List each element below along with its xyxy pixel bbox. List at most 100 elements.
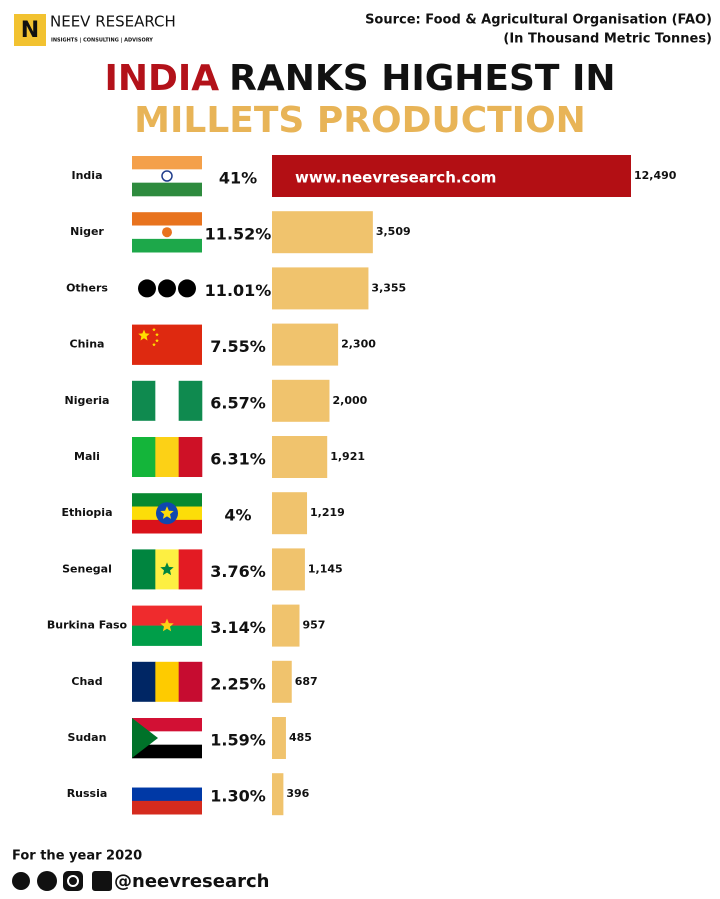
category-label: China bbox=[70, 338, 105, 351]
flag-stripe bbox=[178, 437, 203, 477]
value-label: 12,490 bbox=[634, 169, 677, 182]
bar bbox=[272, 492, 308, 535]
icon-linkedin bbox=[92, 871, 112, 891]
flag-stripe bbox=[132, 437, 156, 477]
flag bbox=[132, 661, 203, 702]
category-label: Burkina Faso bbox=[47, 619, 128, 632]
flag-star bbox=[155, 332, 159, 337]
value-label: 396 bbox=[286, 787, 309, 800]
logo-box bbox=[14, 14, 46, 46]
dot bbox=[158, 279, 176, 298]
bar bbox=[272, 211, 373, 254]
share-label: 3.76% bbox=[210, 562, 266, 581]
share-label: 4% bbox=[224, 506, 251, 525]
flag bbox=[132, 437, 203, 477]
flag-stripe bbox=[132, 625, 202, 646]
flag bbox=[132, 718, 202, 759]
title-highlight: INDIA bbox=[104, 58, 219, 99]
flag-stripe bbox=[155, 437, 179, 477]
category-label: Russia bbox=[67, 787, 108, 800]
share-label: 1.59% bbox=[210, 731, 266, 750]
category-label: Chad bbox=[71, 675, 102, 688]
flag-stripe bbox=[132, 380, 156, 421]
bar bbox=[272, 436, 328, 478]
category-label: Ethiopia bbox=[62, 506, 113, 519]
value-label: 687 bbox=[295, 675, 318, 688]
flag-stripe bbox=[132, 493, 202, 507]
flag-stripe bbox=[155, 380, 179, 421]
flag-star bbox=[138, 329, 150, 341]
logo-letter: N bbox=[21, 18, 39, 43]
value-label: 3,509 bbox=[376, 225, 411, 238]
bar bbox=[272, 323, 339, 366]
flag bbox=[132, 774, 202, 815]
bar bbox=[272, 155, 631, 197]
flag-star bbox=[160, 506, 174, 519]
footer-note: For the year 2020 bbox=[12, 849, 142, 864]
flag bbox=[132, 493, 202, 534]
flag-stripe bbox=[132, 182, 202, 197]
flag-stripe bbox=[132, 156, 202, 170]
source: Source: Food & Agricultural Organisation… bbox=[365, 13, 712, 28]
flag-stripe bbox=[178, 380, 203, 421]
bar bbox=[272, 548, 305, 591]
social-icons bbox=[12, 871, 112, 891]
value-label: 485 bbox=[289, 731, 312, 744]
flag bbox=[132, 324, 202, 365]
bar bbox=[272, 604, 300, 647]
flag bbox=[138, 279, 196, 298]
share-label: 11.52% bbox=[205, 225, 272, 244]
share-label: 2.25% bbox=[210, 674, 266, 693]
flag-star bbox=[152, 342, 156, 347]
category-label: Sudan bbox=[68, 731, 107, 744]
flag-star bbox=[155, 338, 159, 343]
value-label: 1,219 bbox=[310, 506, 345, 519]
flag-emblem bbox=[161, 170, 173, 182]
flag-stripe bbox=[132, 744, 202, 759]
watermark: www.neevresearch.com bbox=[295, 169, 496, 187]
share-label: 6.57% bbox=[210, 393, 266, 412]
flag bbox=[132, 212, 202, 253]
bar bbox=[272, 379, 330, 422]
flag bbox=[132, 156, 202, 197]
flag-stripe bbox=[155, 661, 179, 702]
category-label: Senegal bbox=[62, 562, 112, 575]
flag-triangle bbox=[132, 718, 158, 758]
value-label: 1,921 bbox=[330, 450, 365, 463]
brand-tagline: INSIGHTS | CONSULTING | ADVISORY bbox=[51, 38, 153, 44]
flag-stripe bbox=[132, 169, 202, 183]
flag-stripe bbox=[132, 774, 202, 788]
flag-stripe bbox=[132, 787, 202, 802]
flag-stripe bbox=[132, 212, 202, 226]
flag-stripe bbox=[132, 800, 202, 815]
flag-emblem bbox=[162, 227, 172, 238]
value-label: 2,000 bbox=[332, 394, 367, 407]
flag-stripe bbox=[132, 519, 202, 534]
flag-star bbox=[160, 562, 174, 576]
flag-stripe bbox=[178, 549, 203, 590]
share-label: 3.14% bbox=[210, 618, 266, 637]
share-label: 6.31% bbox=[210, 450, 266, 469]
bar bbox=[272, 660, 292, 703]
flag-star bbox=[160, 618, 174, 632]
bar bbox=[272, 717, 286, 759]
chart-title-line2: MILLETS PRODUCTION bbox=[134, 100, 586, 141]
category-label: Nigeria bbox=[65, 394, 110, 407]
flag-stripe bbox=[178, 661, 203, 702]
footer-handle: @neevresearch bbox=[114, 871, 269, 892]
title-rest: RANKS HIGHEST IN bbox=[229, 58, 615, 99]
flag-stripe bbox=[132, 238, 202, 253]
flag-stripe bbox=[132, 549, 156, 590]
share-label: 7.55% bbox=[210, 337, 266, 356]
value-label: 2,300 bbox=[341, 338, 376, 351]
category-label: Mali bbox=[74, 450, 100, 463]
chart-title: INDIA RANKS HIGHEST IN bbox=[104, 58, 615, 99]
flag-stripe bbox=[132, 605, 202, 626]
flag bbox=[132, 549, 203, 590]
value-label: 1,145 bbox=[308, 562, 343, 575]
category-label: Others bbox=[66, 281, 108, 294]
category-label: Niger bbox=[70, 225, 104, 238]
value-label: 3,355 bbox=[371, 281, 406, 294]
